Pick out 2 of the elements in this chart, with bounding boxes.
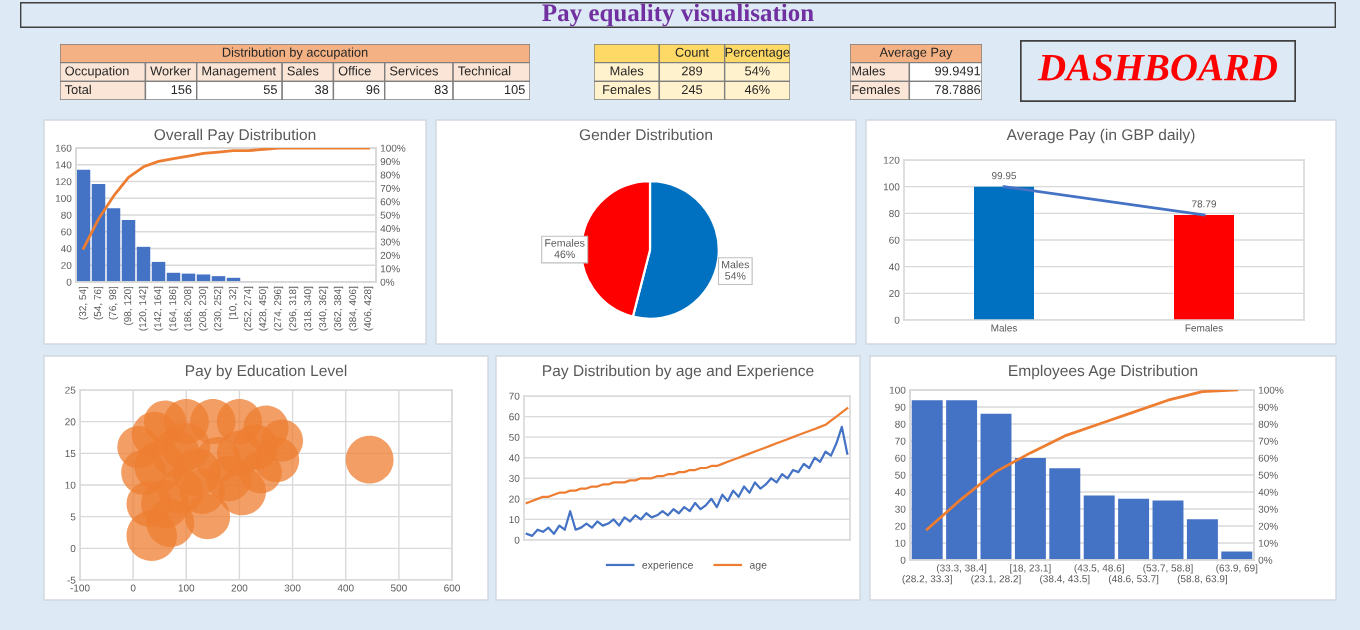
text: DASHBOARD: [1037, 54, 1278, 81]
text: Pay equality visualisation: [542, 3, 814, 27]
